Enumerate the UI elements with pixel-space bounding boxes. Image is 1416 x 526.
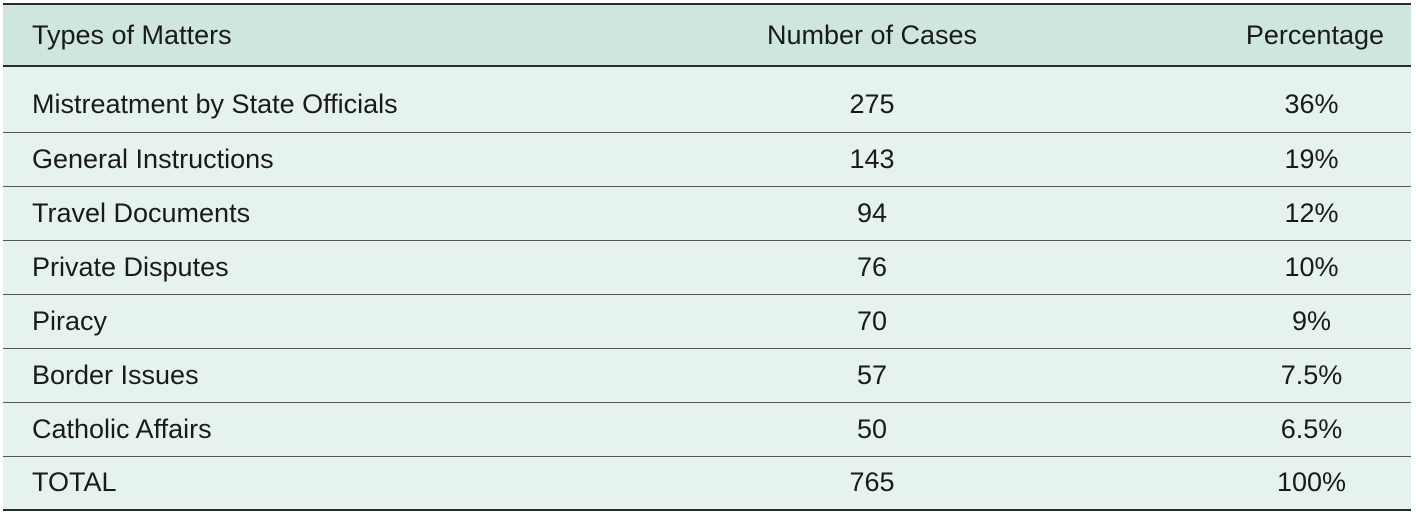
cell-percentage-wrap: 10%	[1092, 240, 1411, 294]
cell-percentage-wrap: 9%	[1092, 294, 1411, 348]
cell-number: 143	[849, 143, 895, 174]
cases-table: Types of Matters Number of Cases Percent…	[3, 3, 1411, 511]
cell-number-total: 765	[849, 467, 895, 498]
cell-percentage-wrap: 7.5%	[1092, 348, 1411, 402]
table-header: Types of Matters Number of Cases Percent…	[3, 4, 1411, 66]
cell-percentage: 6.5%	[1280, 413, 1343, 444]
cell-percentage: 7.5%	[1280, 359, 1343, 390]
header-types-of-matters: Types of Matters	[32, 19, 232, 50]
cell-type: Travel Documents	[32, 197, 251, 228]
cell-type: Piracy	[32, 305, 108, 336]
table-row: Catholic Affairs 50 6.5%	[3, 402, 1411, 456]
cell-number: 50	[856, 413, 888, 444]
cell-number: 94	[856, 197, 888, 228]
cell-type: Border Issues	[32, 359, 199, 390]
cell-percentage-wrap: 19%	[1092, 132, 1411, 186]
header-percentage: Percentage	[1245, 19, 1384, 50]
header-number-of-cases: Number of Cases	[766, 19, 978, 50]
table-row: Piracy 70 9%	[3, 294, 1411, 348]
cell-percentage: 19%	[1284, 143, 1339, 174]
table-body: Mistreatment by State Officials 275 36% …	[3, 66, 1411, 510]
table-row: Travel Documents 94 12%	[3, 186, 1411, 240]
cell-number: 70	[856, 305, 888, 336]
cell-percentage-wrap: 36%	[1092, 66, 1411, 132]
cell-number: 57	[856, 359, 888, 390]
cell-percentage-wrap: 12%	[1092, 186, 1411, 240]
cell-type: Mistreatment by State Officials	[32, 88, 398, 119]
cell-type: Catholic Affairs	[32, 413, 212, 444]
cell-percentage-wrap: 100%	[1092, 456, 1411, 510]
cell-number: 275	[849, 88, 895, 119]
cell-percentage: 12%	[1284, 197, 1339, 228]
table-row: Border Issues 57 7.5%	[3, 348, 1411, 402]
cell-percentage-total: 100%	[1276, 467, 1347, 498]
cell-percentage: 9%	[1291, 305, 1332, 336]
table-row: General Instructions 143 19%	[3, 132, 1411, 186]
cell-number: 76	[856, 251, 888, 282]
cell-percentage: 36%	[1284, 88, 1339, 119]
header-row: Types of Matters Number of Cases Percent…	[3, 4, 1411, 66]
cell-percentage: 10%	[1284, 251, 1339, 282]
cell-percentage-wrap: 6.5%	[1092, 402, 1411, 456]
cell-type: General Instructions	[32, 143, 274, 174]
table-row-total: TOTAL 765 100%	[3, 456, 1411, 510]
cell-type: Private Disputes	[32, 251, 229, 282]
cases-table-container: Types of Matters Number of Cases Percent…	[3, 3, 1411, 511]
table-row: Private Disputes 76 10%	[3, 240, 1411, 294]
table-row: Mistreatment by State Officials 275 36%	[3, 66, 1411, 132]
cell-type-total: TOTAL	[32, 467, 117, 498]
